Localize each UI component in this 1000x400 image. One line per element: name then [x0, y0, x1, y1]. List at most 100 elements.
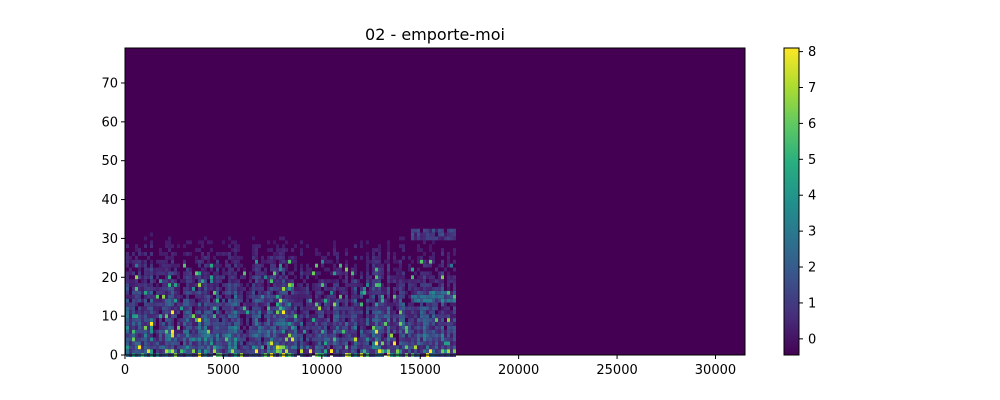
heatmap-cell — [198, 287, 201, 291]
heatmap-cell — [228, 310, 231, 315]
heatmap-cell — [270, 267, 273, 272]
heatmap-cell — [198, 302, 201, 307]
heatmap-cell — [354, 337, 357, 342]
heatmap-cell — [432, 232, 435, 237]
heatmap-cell — [198, 314, 201, 319]
heatmap-cell — [453, 236, 456, 241]
heatmap-cell — [402, 248, 405, 252]
heatmap-cell — [207, 252, 210, 256]
heatmap-cell — [336, 306, 339, 311]
heatmap-cell — [414, 310, 417, 315]
heatmap-cell — [321, 306, 324, 311]
heatmap-cell — [168, 271, 171, 276]
heatmap-cell — [318, 325, 321, 330]
heatmap-cell — [165, 271, 168, 276]
heatmap-cell — [447, 345, 450, 350]
heatmap-cell — [321, 322, 324, 326]
heatmap-cell — [213, 255, 216, 260]
heatmap-cell — [144, 345, 147, 350]
heatmap-cell — [441, 341, 444, 346]
heatmap-cell — [402, 283, 405, 287]
heatmap-cell — [372, 345, 375, 350]
heatmap-cell — [444, 232, 447, 237]
heatmap-cell — [417, 337, 420, 342]
heatmap-cell — [435, 337, 438, 342]
heatmap-cell — [186, 240, 189, 245]
heatmap-cell — [300, 298, 303, 303]
heatmap-cell — [393, 345, 396, 350]
heatmap-cell — [126, 263, 129, 268]
heatmap-cell — [423, 322, 426, 326]
heatmap-cell — [315, 337, 318, 342]
heatmap-cell — [360, 341, 363, 346]
heatmap-cell — [255, 279, 258, 284]
heatmap-cell — [231, 271, 234, 276]
heatmap-cell — [126, 345, 129, 350]
heatmap-cell — [234, 345, 237, 350]
heatmap-cell — [453, 349, 456, 354]
heatmap-cell — [414, 271, 417, 276]
heatmap-cell — [135, 310, 138, 315]
heatmap-cell — [288, 341, 291, 346]
heatmap-cell — [249, 287, 252, 291]
heatmap-cell — [336, 252, 339, 256]
heatmap-cell — [378, 310, 381, 315]
heatmap-cell — [381, 314, 384, 319]
heatmap-cell — [129, 267, 132, 272]
heatmap-cell — [411, 345, 414, 350]
heatmap-cell — [216, 279, 219, 284]
heatmap-cell — [150, 294, 153, 299]
heatmap-cell — [384, 287, 387, 291]
heatmap-cell — [345, 349, 348, 354]
heatmap-cell — [207, 240, 210, 245]
heatmap-cell — [303, 345, 306, 350]
heatmap-cell — [387, 259, 390, 264]
heatmap-cell — [402, 290, 405, 295]
heatmap-cell — [408, 333, 411, 338]
heatmap-cell — [150, 333, 153, 338]
heatmap-cell — [144, 298, 147, 303]
heatmap-cell — [315, 322, 318, 326]
heatmap-cell — [252, 290, 255, 295]
heatmap-cell — [237, 322, 240, 326]
heatmap-cell — [420, 302, 423, 307]
heatmap-cell — [216, 325, 219, 330]
heatmap-cell — [177, 349, 180, 354]
heatmap-cell — [168, 287, 171, 291]
heatmap-cell — [405, 337, 408, 342]
heatmap-cell — [288, 302, 291, 307]
heatmap-cell — [399, 271, 402, 276]
heatmap-cell — [156, 337, 159, 342]
heatmap-cell — [183, 333, 186, 338]
heatmap-cell — [429, 232, 432, 237]
heatmap-cell — [348, 349, 351, 354]
heatmap-cell — [234, 322, 237, 326]
heatmap-cell — [279, 275, 282, 280]
heatmap-cell — [228, 349, 231, 354]
heatmap-cell — [267, 255, 270, 260]
heatmap-cell — [444, 337, 447, 342]
heatmap-cell — [195, 325, 198, 330]
heatmap-cell — [318, 310, 321, 315]
heatmap-cell — [285, 341, 288, 346]
heatmap-cell — [234, 290, 237, 295]
heatmap-cell — [381, 329, 384, 334]
heatmap-cell — [300, 294, 303, 299]
heatmap-cell — [189, 349, 192, 354]
heatmap-cell — [432, 287, 435, 291]
heatmap-cell — [213, 298, 216, 303]
heatmap-cell — [231, 325, 234, 330]
heatmap-cell — [204, 263, 207, 268]
heatmap-cell — [366, 310, 369, 315]
heatmap-cell — [195, 283, 198, 287]
heatmap-cell — [432, 329, 435, 334]
heatmap-cell — [387, 322, 390, 326]
heatmap-cell — [156, 306, 159, 311]
heatmap-cell — [450, 228, 453, 233]
heatmap-cell — [351, 302, 354, 307]
heatmap-cell — [249, 341, 252, 346]
heatmap-cell — [237, 345, 240, 350]
heatmap-cell — [414, 298, 417, 303]
heatmap-cell — [243, 267, 246, 272]
heatmap-cell — [390, 349, 393, 354]
